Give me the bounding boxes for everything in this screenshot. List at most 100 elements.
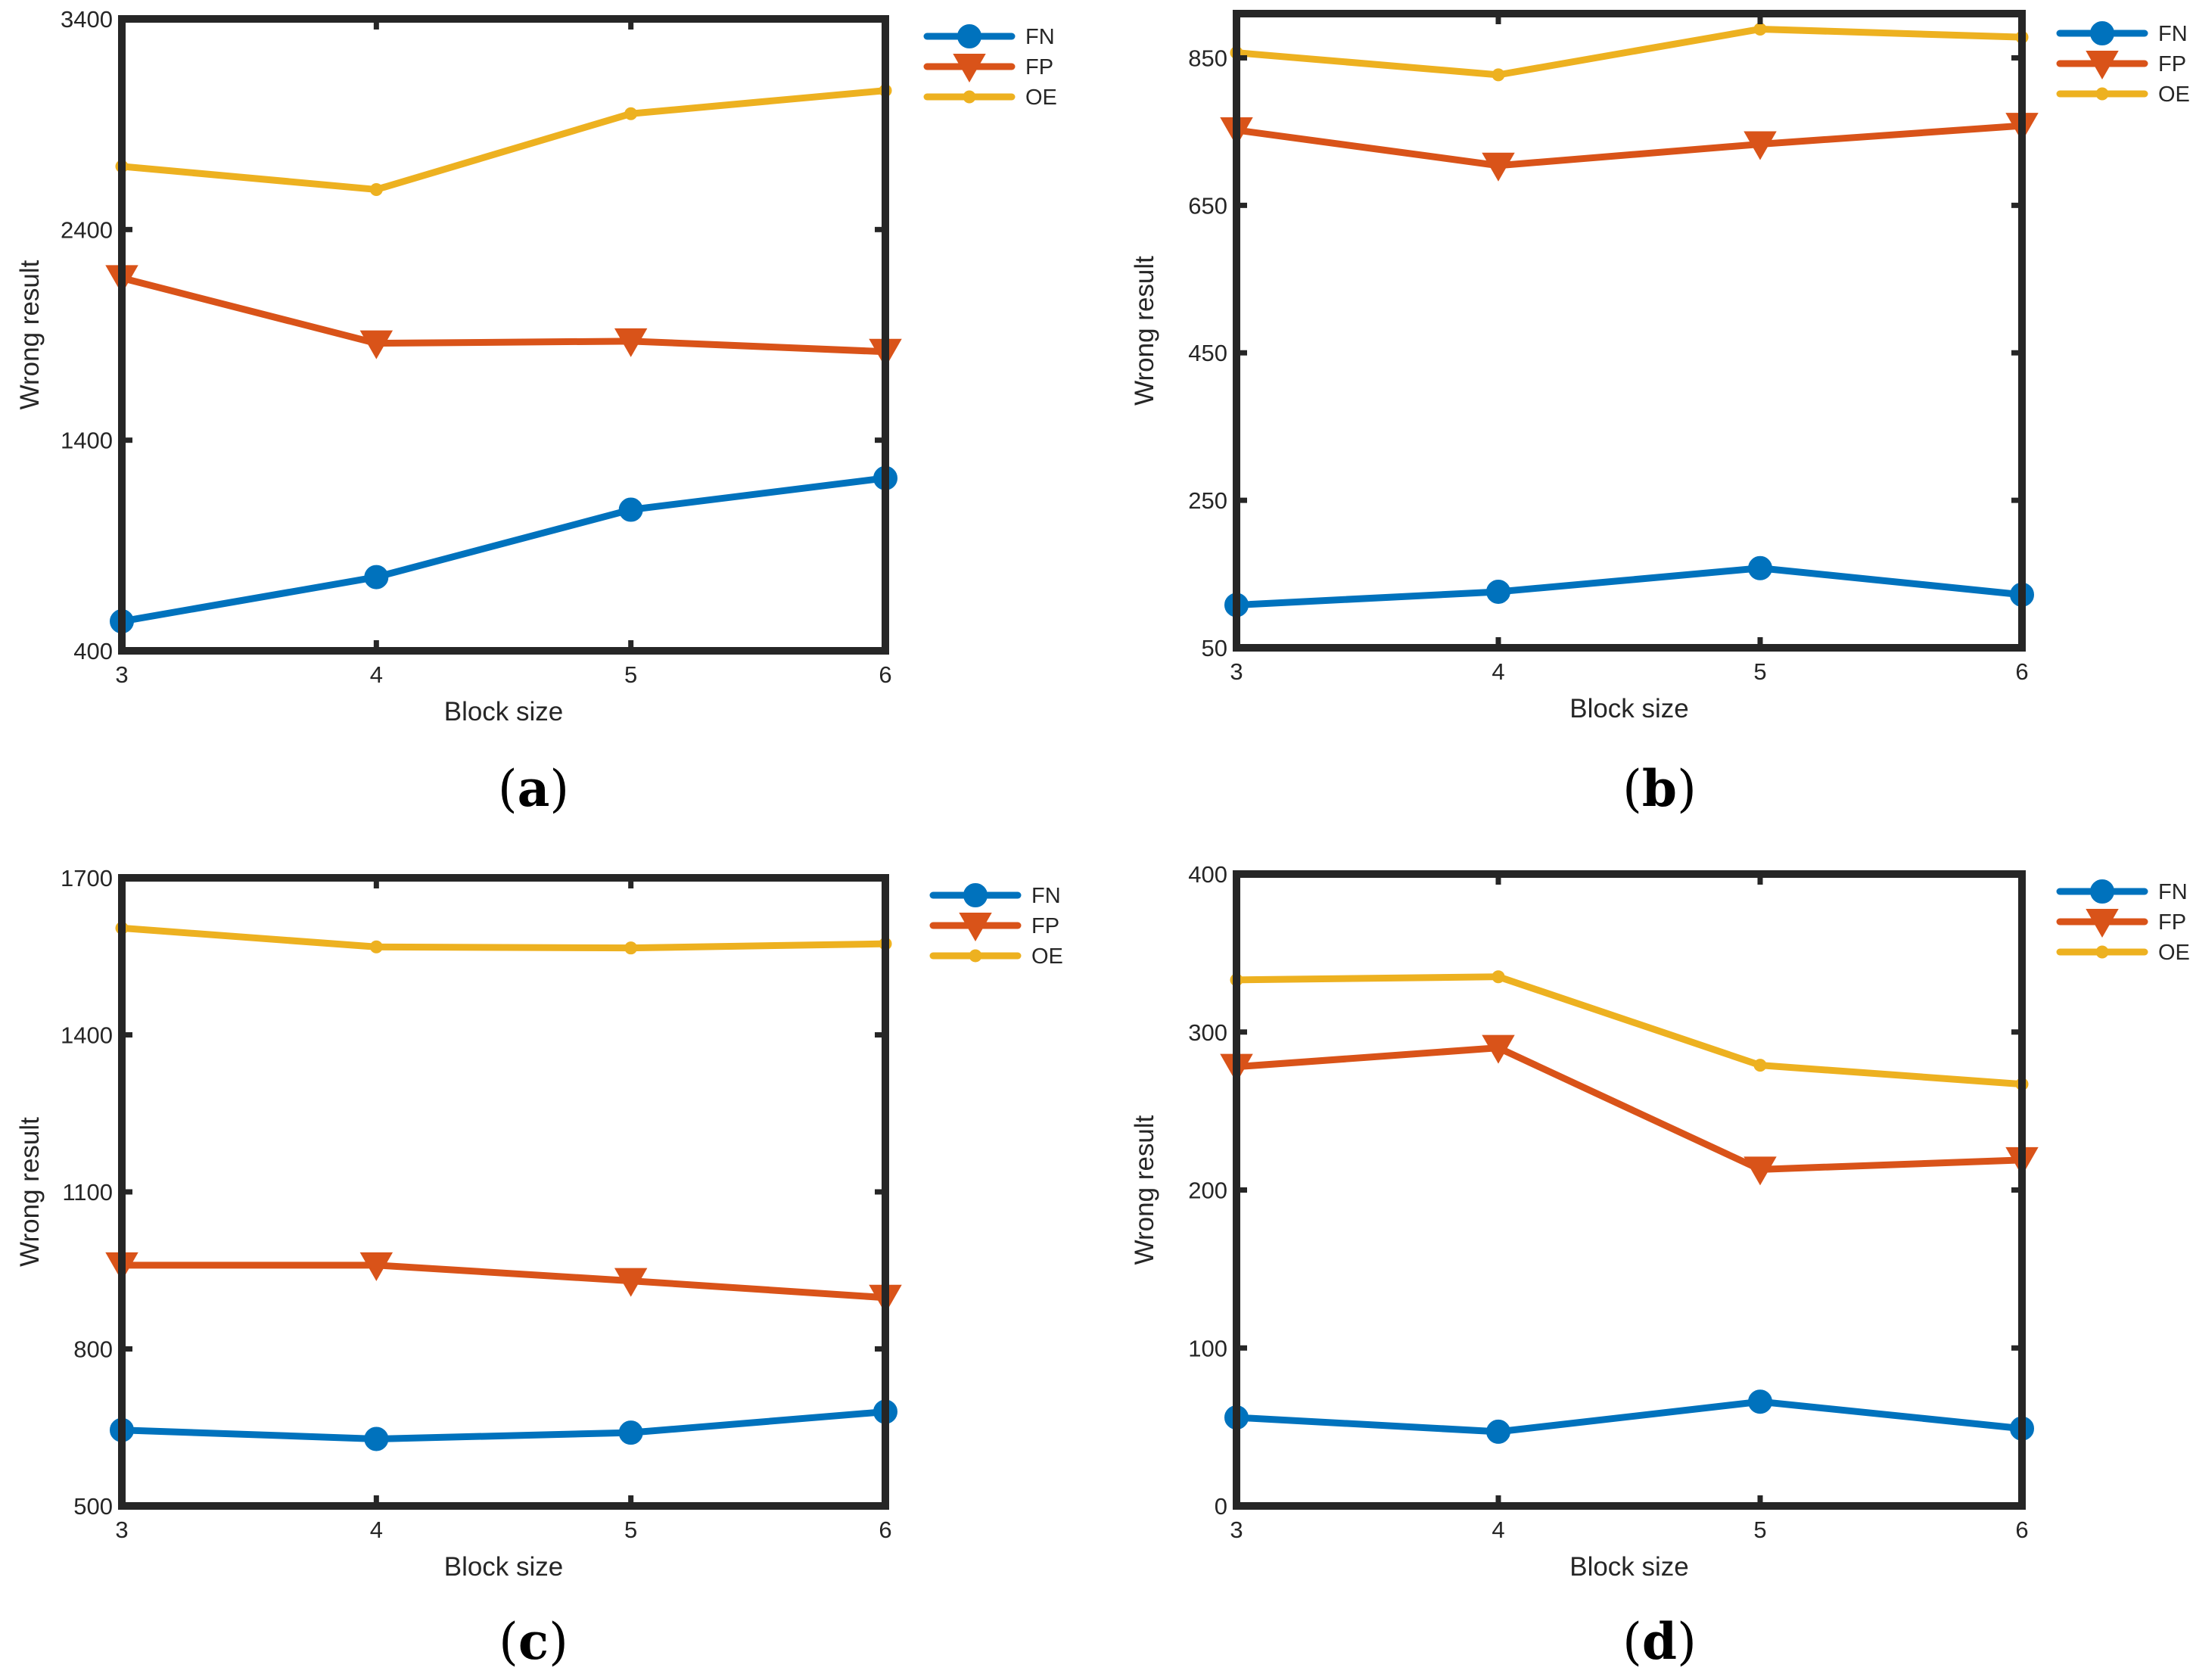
- data-point-oe-1: [369, 182, 383, 196]
- y-tick-label: 100: [1188, 1335, 1227, 1361]
- data-point-fp-2: [1744, 1156, 1777, 1186]
- data-point-fn-2: [618, 497, 643, 522]
- legend-label-fp: FP: [1025, 55, 1053, 79]
- series-line-fp: [118, 1262, 889, 1302]
- x-axis-title: Block size: [444, 697, 564, 726]
- plot-frame: [1233, 10, 2026, 652]
- legend-marker-oe: [969, 949, 982, 963]
- legend: FN FP OE: [929, 883, 1063, 969]
- series-line-fn: [118, 1408, 889, 1442]
- series-line-fp: [1233, 122, 2026, 170]
- x-tick-label: 4: [370, 661, 383, 688]
- panel-c: 3 4 5 6 500 800 1100 1400 1700 Block size Wrong re…: [15, 865, 1063, 1671]
- y-tick-label: 0: [1215, 1493, 1227, 1520]
- panel-a: 3 4 5 6 400 1400 2400 3400 Block size Wrong resul…: [15, 6, 1057, 818]
- panel-label-letter: d: [1642, 1612, 1677, 1671]
- series-line-oe: [1233, 973, 2026, 1088]
- legend-marker-oe: [963, 90, 976, 104]
- data-point-oe-2: [624, 107, 638, 120]
- y-tick-label: 2400: [61, 216, 113, 243]
- panel-label-open: (: [1622, 1613, 1642, 1671]
- y-tick-label: 1400: [61, 1022, 113, 1049]
- series-line-oe: [118, 924, 889, 952]
- legend-marker-fn: [963, 883, 988, 907]
- x-tick-label: 4: [1492, 658, 1504, 685]
- panel-label: (b): [1622, 759, 1697, 818]
- data-point-oe-1: [369, 940, 383, 954]
- series-line-fp: [1233, 1044, 2026, 1173]
- panel-label: (c): [499, 1612, 568, 1671]
- legend-label-oe: OE: [1025, 86, 1057, 110]
- y-axis-title: Wrong result: [15, 260, 45, 409]
- data-point-oe-2: [624, 941, 638, 955]
- series-line-fn: [118, 474, 889, 625]
- x-tick-label: 3: [115, 661, 128, 688]
- x-tick-label: 6: [2015, 658, 2028, 685]
- plot-area: [122, 19, 885, 651]
- legend: FN FP OE: [2056, 21, 2190, 107]
- legend-label-fn: FN: [1031, 884, 1061, 908]
- legend-marker-oe: [2095, 945, 2109, 959]
- panel-label-open: (: [1622, 760, 1642, 818]
- panel-label-close: ): [549, 760, 569, 818]
- x-tick-label: 3: [1230, 658, 1243, 685]
- legend-marker-fn: [2090, 879, 2114, 904]
- y-tick-label: 850: [1188, 45, 1227, 71]
- panel-label-close: ): [549, 1613, 568, 1671]
- x-tick-label: 6: [879, 661, 891, 688]
- legend-marker-oe: [2095, 87, 2109, 101]
- data-point-fp-1: [359, 1252, 393, 1281]
- data-point-fn-1: [1486, 1419, 1510, 1444]
- y-tick-label: 1100: [62, 1179, 113, 1206]
- x-tick-label: 3: [1230, 1517, 1243, 1543]
- legend-label-oe: OE: [2158, 941, 2190, 965]
- y-tick-label: 250: [1188, 487, 1227, 514]
- y-tick-label: 50: [1202, 635, 1227, 661]
- panel-label: (a): [498, 759, 569, 818]
- panel-label-letter: c: [518, 1612, 549, 1671]
- panel-label-close: ): [1677, 760, 1697, 818]
- panel-label-open: (: [499, 1613, 518, 1671]
- legend-marker-fn: [2090, 21, 2114, 45]
- x-tick-label: 5: [1753, 658, 1766, 685]
- y-tick-label: 650: [1188, 192, 1227, 219]
- y-tick-label: 500: [73, 1493, 113, 1520]
- data-point-fn-1: [364, 1426, 389, 1451]
- legend-marker-fp: [959, 913, 992, 942]
- legend-label-fn: FN: [2158, 880, 2188, 904]
- panel-label-close: ): [1677, 1613, 1697, 1671]
- data-point-fp-2: [614, 328, 648, 357]
- x-tick-label: 4: [370, 1517, 383, 1543]
- y-axis-title: Wrong result: [15, 1117, 45, 1267]
- y-tick-label: 1700: [61, 865, 113, 891]
- legend-marker-fp: [953, 54, 986, 83]
- y-axis-title: Wrong result: [1130, 256, 1159, 406]
- panel-label: (d): [1622, 1612, 1697, 1671]
- legend-label-fp: FP: [1031, 914, 1059, 938]
- data-point-oe-1: [1492, 68, 1505, 82]
- legend-marker-fn: [957, 24, 981, 48]
- data-point-oe-2: [1753, 1059, 1767, 1072]
- plot-area: [1236, 874, 2022, 1506]
- y-tick-label: 3400: [61, 6, 113, 33]
- data-point-fp-2: [1744, 131, 1777, 160]
- panel-label-letter: a: [518, 759, 550, 818]
- legend: FN FP OE: [923, 24, 1057, 110]
- data-point-oe-1: [1492, 970, 1505, 984]
- legend-label-fp: FP: [2158, 910, 2186, 935]
- y-tick-label: 200: [1188, 1178, 1227, 1204]
- y-tick-label: 450: [1188, 340, 1227, 366]
- y-tick-label: 400: [1188, 861, 1227, 888]
- x-axis-title: Block size: [1569, 694, 1689, 723]
- legend-label-fn: FN: [2158, 22, 2188, 46]
- y-axis-title: Wrong result: [1130, 1115, 1159, 1265]
- plot-frame: [118, 15, 889, 655]
- x-tick-label: 5: [624, 661, 637, 688]
- series-line-fp: [118, 274, 889, 356]
- data-point-fn-2: [618, 1420, 643, 1445]
- y-tick-label: 400: [73, 638, 113, 664]
- x-tick-label: 5: [1753, 1517, 1766, 1543]
- y-tick-label: 800: [73, 1336, 113, 1363]
